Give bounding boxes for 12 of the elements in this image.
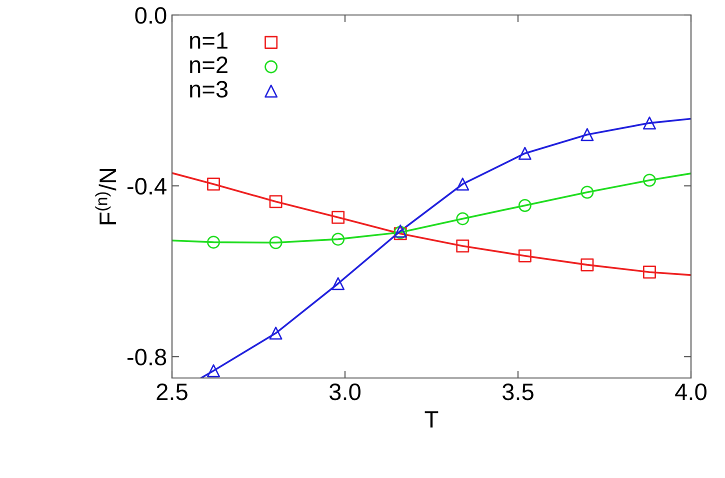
- x-tick-label: 3.0: [329, 383, 360, 400]
- y-axis-title: F$^{(n)}$/N: [95, 168, 116, 224]
- legend-label: n=2: [190, 56, 228, 74]
- x-tick-label: 3.5: [502, 383, 534, 400]
- legend-label: n=1: [190, 32, 228, 49]
- legend-label: n=3: [190, 80, 228, 98]
- x-tick-label: 2.5: [156, 383, 188, 400]
- y-tick-label: -0.8: [128, 348, 166, 366]
- y-tick-label: -0.4: [128, 178, 166, 195]
- x-tick-label: 4.0: [675, 383, 706, 400]
- y-tick-label: 0.0: [135, 7, 166, 24]
- x-axis-title: T: [424, 411, 438, 428]
